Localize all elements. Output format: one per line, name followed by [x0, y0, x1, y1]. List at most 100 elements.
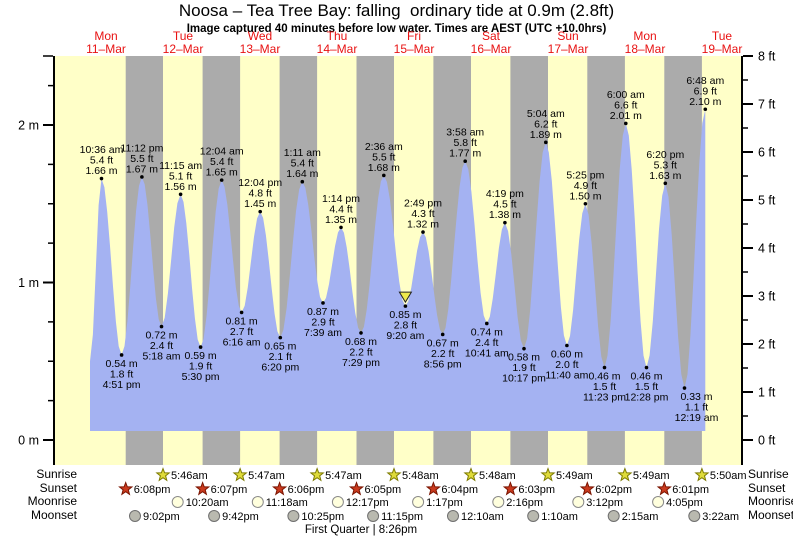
sunrise-time: 5:47am: [325, 470, 362, 482]
high-tide-label: 1.77 m: [449, 148, 481, 160]
moonrise-icon: [412, 496, 425, 508]
low-tide-label: 1.5 ft: [635, 381, 658, 393]
moonset-row-label-right: Moonset: [748, 508, 793, 522]
low-tide-label: 6:20 pm: [261, 362, 299, 374]
high-tide-label: 5.4 ft: [90, 155, 113, 167]
sunrise-time: 5:49am: [556, 470, 593, 482]
low-tide-label: 1.8 ft: [110, 368, 133, 380]
high-tide-label: 1.56 m: [165, 181, 197, 193]
right-axis-tick-label: 3 ft: [758, 290, 776, 304]
moonrise-icon: [572, 496, 585, 508]
high-tide-label: 1:14 pm: [322, 193, 360, 205]
low-tide-label: 0.33 m: [680, 391, 712, 403]
high-tide-label: 6:00 am: [607, 89, 645, 101]
sunset-row-label-left: Sunset: [39, 481, 77, 495]
sunrise-icon: [617, 467, 633, 482]
sunset-time: 6:06pm: [288, 484, 325, 496]
low-tide-point: [321, 301, 325, 305]
low-tide-label: 0.54 m: [106, 358, 138, 370]
moonrise-time: 1:17pm: [426, 497, 463, 509]
right-axis-tick-label: 1 ft: [758, 386, 776, 400]
high-tide-label: 6.2 ft: [534, 118, 557, 130]
moonrise-time: 10:20am: [186, 497, 229, 509]
moonset-time: 12:10am: [461, 511, 504, 523]
moonrise-icon: [251, 496, 264, 508]
high-tide-label: 10:36 am: [80, 144, 124, 156]
high-tide-point: [258, 209, 263, 214]
low-tide-label: 8:56 pm: [424, 358, 462, 370]
high-tide-label: 4.9 ft: [574, 180, 597, 192]
moonset-time: 10:25pm: [301, 511, 344, 523]
high-tide-label: 2:49 pm: [404, 198, 442, 210]
moonset-icon: [688, 510, 701, 522]
low-tide-label: 2.4 ft: [150, 340, 173, 352]
high-tide-label: 5:25 pm: [566, 169, 604, 181]
low-tide-label: 0.68 m: [345, 336, 377, 348]
low-tide-label: 0.58 m: [508, 352, 540, 364]
moonset-row-label-left: Moonset: [30, 508, 77, 522]
moonrise-time: 2:16pm: [506, 497, 543, 509]
date-label: 11–Mar: [86, 42, 126, 56]
high-tide-point: [178, 192, 183, 197]
low-tide-point: [278, 335, 283, 340]
high-tide-point: [300, 179, 305, 184]
moonset-time: 3:22am: [702, 511, 739, 523]
low-tide-point: [359, 331, 363, 335]
moonrise-time: 3:12pm: [586, 497, 623, 509]
sunrise-time: 5:48am: [479, 470, 516, 482]
moonrise-icon: [331, 496, 344, 508]
low-tide-point: [440, 332, 445, 337]
low-tide-label: 10:41 am: [465, 347, 509, 359]
right-axis-tick-label: 8 ft: [758, 50, 776, 64]
sunrise-time: 5:50am: [710, 470, 747, 482]
high-tide-point: [703, 107, 708, 112]
high-tide-label: 1.64 m: [286, 168, 318, 180]
low-tide-point: [644, 365, 649, 370]
low-tide-label: 7:39 am: [304, 327, 342, 339]
high-tide-label: 5.8 ft: [454, 137, 477, 149]
high-tide-label: 1.45 m: [244, 198, 276, 210]
sunrise-time: 5:47am: [248, 470, 285, 482]
sunrise-icon: [232, 467, 248, 482]
low-tide-label: 0.87 m: [307, 306, 339, 318]
page-subtitle: Image captured 40 minutes before low wat…: [186, 23, 607, 35]
high-tide-label: 12:04 am: [200, 146, 244, 158]
moonset-time: 1:10am: [541, 511, 578, 523]
sunset-time: 6:08pm: [134, 484, 171, 496]
high-tide-label: 1.63 m: [649, 170, 681, 182]
sunset-icon: [579, 481, 595, 496]
day-label: Wed: [248, 29, 272, 43]
sunrise-icon: [540, 467, 556, 482]
high-tide-label: 12:04 pm: [238, 177, 282, 189]
sunset-icon: [272, 481, 288, 496]
high-tide-label: 2.10 m: [689, 96, 721, 108]
low-tide-label: 0.74 m: [471, 326, 503, 338]
low-tide-label: 0.46 m: [630, 371, 662, 383]
low-tide-point: [565, 343, 569, 348]
high-tide-point: [219, 178, 224, 182]
sunset-time: 6:01pm: [672, 484, 709, 496]
sunset-time: 6:02pm: [595, 484, 632, 496]
low-tide-label: 0.72 m: [145, 330, 177, 342]
low-tide-label: 11:23 pm: [583, 392, 626, 404]
sunrise-icon: [386, 467, 402, 482]
high-tide-label: 4:19 pm: [486, 188, 524, 200]
low-tide-label: 0.46 m: [588, 371, 620, 383]
moonset-icon: [447, 510, 459, 522]
right-axis-tick-label: 0 ft: [758, 434, 776, 448]
low-tide-label: 2.7 ft: [230, 326, 253, 338]
high-tide-point: [663, 181, 668, 186]
low-tide-label: 11:40 am: [545, 370, 588, 382]
date-label: 12–Mar: [163, 42, 204, 56]
moonset-icon: [287, 510, 300, 522]
low-tide-point: [403, 304, 408, 308]
low-tide-label: 4:51 pm: [103, 379, 141, 391]
right-axis-tick-label: 2 ft: [758, 338, 776, 352]
page-title: Noosa – Tea Tree Bay: falling ordinary t…: [178, 1, 615, 20]
high-tide-label: 1.35 m: [325, 214, 357, 226]
high-tide-point: [503, 220, 507, 225]
high-tide-label: 1.67 m: [126, 163, 158, 175]
low-tide-label: 1.1 ft: [685, 402, 708, 414]
